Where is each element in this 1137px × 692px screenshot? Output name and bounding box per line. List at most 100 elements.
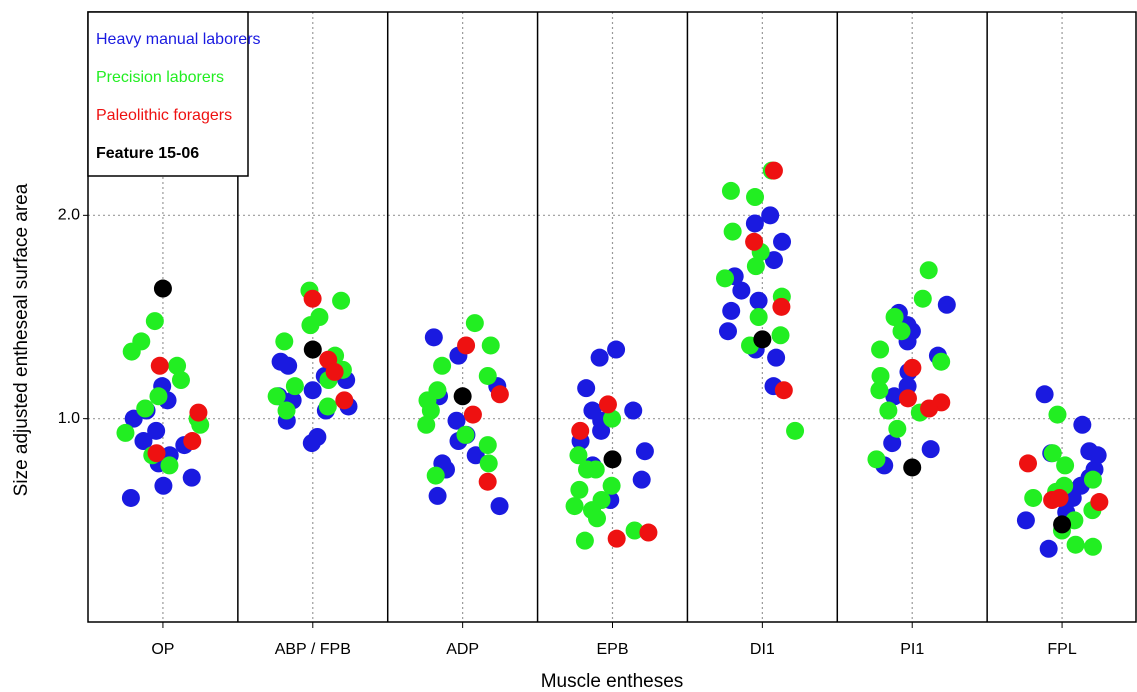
- point: [481, 336, 500, 355]
- point: [478, 472, 497, 491]
- point: [116, 423, 135, 442]
- point: [122, 342, 141, 361]
- point: [871, 340, 890, 359]
- point: [456, 425, 475, 444]
- point: [745, 232, 764, 251]
- point: [603, 450, 622, 469]
- point: [639, 523, 658, 542]
- point: [279, 356, 298, 375]
- point: [764, 251, 783, 270]
- point: [490, 497, 509, 516]
- point: [426, 466, 445, 485]
- point: [267, 387, 286, 406]
- point: [1056, 456, 1075, 475]
- point: [746, 188, 765, 207]
- point: [761, 206, 780, 225]
- point: [575, 531, 594, 550]
- point: [583, 401, 602, 420]
- point: [1039, 539, 1058, 558]
- point: [466, 446, 485, 465]
- point: [718, 322, 737, 341]
- point: [786, 421, 805, 440]
- frame: OP ABP / FPB ADP EPB DI1 PI1 FPL: [87, 11, 1137, 658]
- point: [571, 421, 590, 440]
- point: [421, 401, 440, 420]
- point: [870, 381, 889, 400]
- point: [303, 289, 322, 308]
- point: [774, 381, 793, 400]
- point: [723, 222, 742, 241]
- point: [885, 387, 904, 406]
- point: [171, 371, 190, 390]
- point: [602, 476, 621, 495]
- x-tick-label: PI1: [900, 641, 924, 658]
- point: [607, 340, 626, 359]
- point: [1073, 415, 1092, 434]
- point: [879, 401, 898, 420]
- point: [121, 488, 140, 507]
- point: [565, 497, 584, 516]
- point: [447, 411, 466, 430]
- point: [463, 405, 482, 424]
- point: [773, 232, 792, 251]
- point: [490, 385, 509, 404]
- point: [932, 352, 951, 371]
- point: [898, 389, 917, 408]
- point: [478, 436, 497, 455]
- point: [275, 332, 294, 351]
- point: [721, 181, 740, 200]
- point: [277, 401, 296, 420]
- point: [937, 295, 956, 314]
- point: [303, 381, 322, 400]
- point: [1035, 385, 1054, 404]
- y-tick-label: 2.0: [58, 207, 80, 224]
- point: [1024, 488, 1043, 507]
- point: [1048, 405, 1067, 424]
- point: [745, 214, 764, 233]
- point: [764, 161, 783, 180]
- point: [903, 458, 922, 477]
- x-tick-label: ABP / FPB: [275, 641, 351, 658]
- point: [147, 444, 166, 463]
- point: [147, 421, 166, 440]
- point: [590, 348, 609, 367]
- x-tick-label: DI1: [750, 641, 775, 658]
- plot-frame: [87, 11, 1137, 623]
- legend-label: Paleolithic foragers: [96, 107, 232, 124]
- point: [871, 366, 890, 385]
- point: [153, 279, 172, 298]
- point: [168, 356, 187, 375]
- point: [465, 314, 484, 333]
- point: [920, 399, 939, 418]
- point: [903, 358, 922, 377]
- x-axis-label: Muscle entheses: [541, 671, 684, 692]
- y-tick-label: 1.0: [58, 410, 80, 427]
- legend: Heavy manual laborers Precision laborers P…: [96, 31, 261, 162]
- point: [632, 470, 651, 489]
- point: [457, 336, 476, 355]
- point: [301, 316, 320, 335]
- point: [424, 328, 443, 347]
- point: [635, 442, 654, 461]
- point: [749, 308, 768, 326]
- point: [433, 356, 452, 375]
- point: [154, 476, 173, 495]
- point: [332, 291, 351, 310]
- points: [116, 161, 1109, 558]
- point: [1019, 454, 1038, 473]
- point: [578, 460, 597, 479]
- point: [625, 521, 644, 540]
- point: [603, 409, 622, 428]
- point: [921, 440, 940, 459]
- point: [587, 509, 606, 528]
- x-tick-label: FPL: [1047, 641, 1076, 658]
- point: [182, 468, 201, 487]
- point: [1016, 511, 1035, 530]
- point: [598, 395, 617, 414]
- point: [160, 456, 179, 475]
- legend-label: Heavy manual laborers: [96, 31, 261, 48]
- point: [767, 348, 786, 367]
- point: [746, 257, 765, 276]
- point: [753, 330, 772, 349]
